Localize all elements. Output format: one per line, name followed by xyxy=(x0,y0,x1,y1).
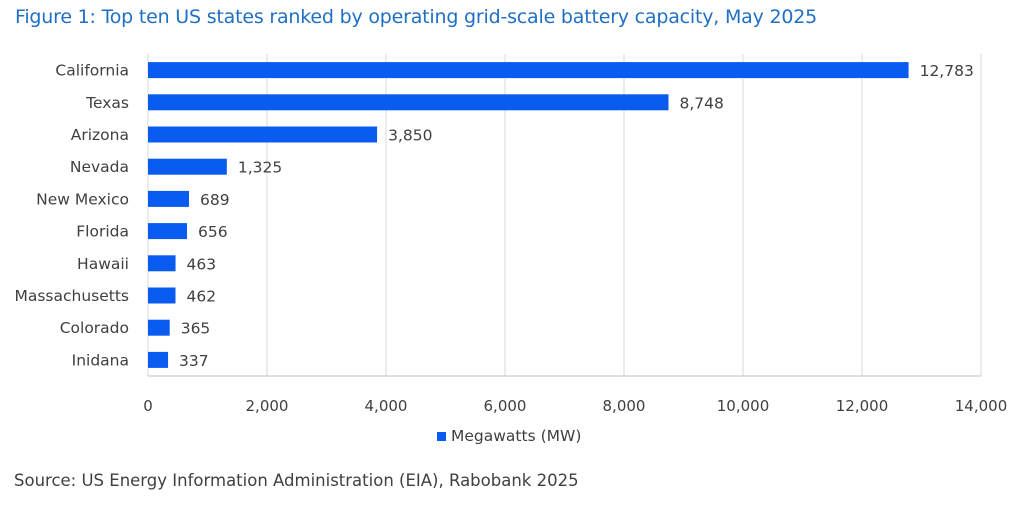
y-category-label: California xyxy=(55,62,129,80)
x-tick-label: 2,000 xyxy=(246,397,289,415)
data-label: 656 xyxy=(198,223,228,241)
y-category-label: Hawaii xyxy=(77,255,129,273)
bar xyxy=(148,126,378,143)
data-label: 3,850 xyxy=(388,127,432,145)
y-category-label: Massachusetts xyxy=(14,287,129,305)
bar xyxy=(148,287,176,304)
source-note: Source: US Energy Information Administra… xyxy=(14,471,579,490)
x-tick-label: 4,000 xyxy=(365,397,408,415)
bar xyxy=(148,158,227,175)
y-category-label: New Mexico xyxy=(36,190,129,208)
bar xyxy=(148,190,189,207)
y-category-label: Nevada xyxy=(70,158,129,176)
y-category-label: Florida xyxy=(76,223,129,241)
x-tick-label: 0 xyxy=(143,397,153,415)
data-label: 689 xyxy=(200,191,230,209)
data-label: 365 xyxy=(181,320,211,338)
y-category-label: Texas xyxy=(85,94,129,112)
x-tick-label: 8,000 xyxy=(603,397,646,415)
bar xyxy=(148,319,170,336)
x-tick-label: 6,000 xyxy=(484,397,527,415)
data-label: 1,325 xyxy=(238,159,282,177)
bar xyxy=(148,223,188,240)
legend-label: Megawatts (MW) xyxy=(451,427,581,445)
data-label: 463 xyxy=(187,255,217,273)
data-label: 462 xyxy=(186,288,216,306)
data-label: 12,783 xyxy=(920,62,974,80)
y-category-label: Colorado xyxy=(60,319,129,337)
bar xyxy=(148,255,176,272)
legend-swatch xyxy=(437,432,446,441)
x-tick-label: 12,000 xyxy=(836,397,889,415)
x-tick-label: 10,000 xyxy=(717,397,770,415)
x-tick-label: 14,000 xyxy=(955,397,1008,415)
chart-title: Figure 1: Top ten US states ranked by op… xyxy=(15,6,818,28)
y-category-label: Inidana xyxy=(72,351,129,369)
bar xyxy=(148,351,169,368)
y-category-label: Arizona xyxy=(71,126,129,144)
bar xyxy=(148,94,669,111)
bar xyxy=(148,62,909,79)
data-label: 8,748 xyxy=(680,94,724,112)
data-label: 337 xyxy=(179,352,209,370)
